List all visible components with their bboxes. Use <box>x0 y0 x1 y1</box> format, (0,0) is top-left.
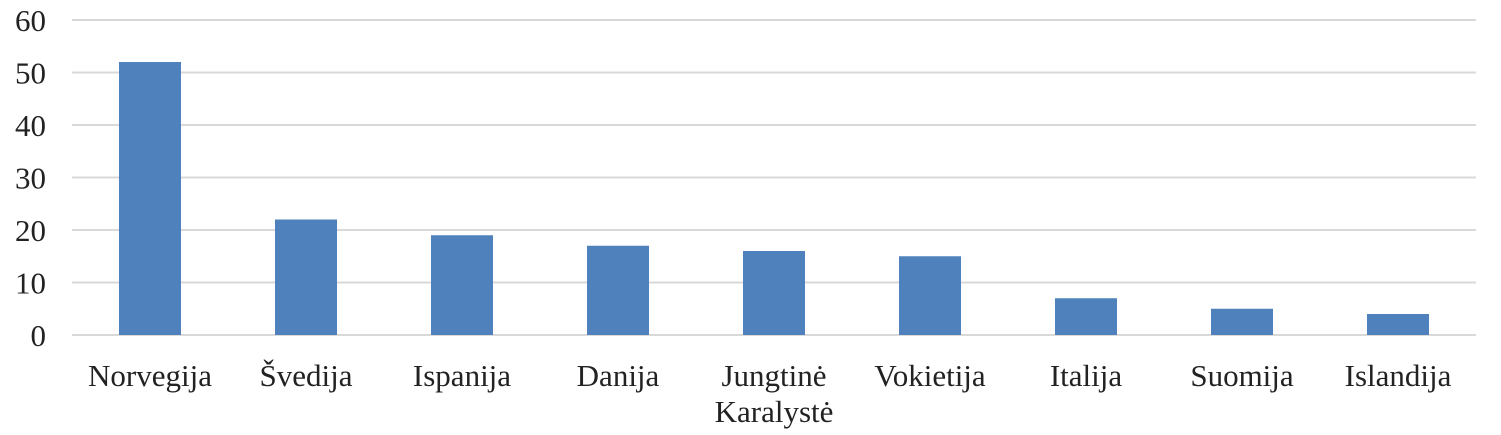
bar <box>587 245 649 335</box>
y-axis-tick-labels: 0 10 20 30 40 50 60 <box>15 3 46 353</box>
bar <box>431 235 493 335</box>
y-tick-label: 30 <box>15 161 46 196</box>
bars <box>119 62 1429 335</box>
x-category-label: Italija <box>1050 358 1123 393</box>
x-category-label: Danija <box>577 358 660 393</box>
bar <box>1055 298 1117 335</box>
bar <box>743 251 805 335</box>
x-category-label: Norvegija <box>88 358 212 393</box>
bar <box>275 219 337 335</box>
x-category-label: Švedija <box>260 358 353 393</box>
y-tick-label: 40 <box>15 108 46 143</box>
x-category-label: Ispanija <box>413 358 511 393</box>
bar <box>1211 308 1273 335</box>
x-category-label: Jungtinė Karalystė <box>715 358 834 429</box>
x-axis-category-labels: Norvegija Švedija Ispanija Danija Jungtinė Ka… <box>88 358 1452 429</box>
y-tick-label: 10 <box>15 266 46 301</box>
bar <box>1367 314 1429 335</box>
x-category-label: Suomija <box>1190 358 1294 393</box>
bar <box>119 62 181 335</box>
x-category-label: Vokietija <box>874 358 986 393</box>
y-tick-label: 0 <box>31 318 47 353</box>
bar <box>899 256 961 335</box>
y-tick-label: 60 <box>15 3 46 38</box>
x-category-label: Islandija <box>1345 358 1452 393</box>
y-tick-label: 20 <box>15 213 46 248</box>
y-tick-label: 50 <box>15 56 46 91</box>
